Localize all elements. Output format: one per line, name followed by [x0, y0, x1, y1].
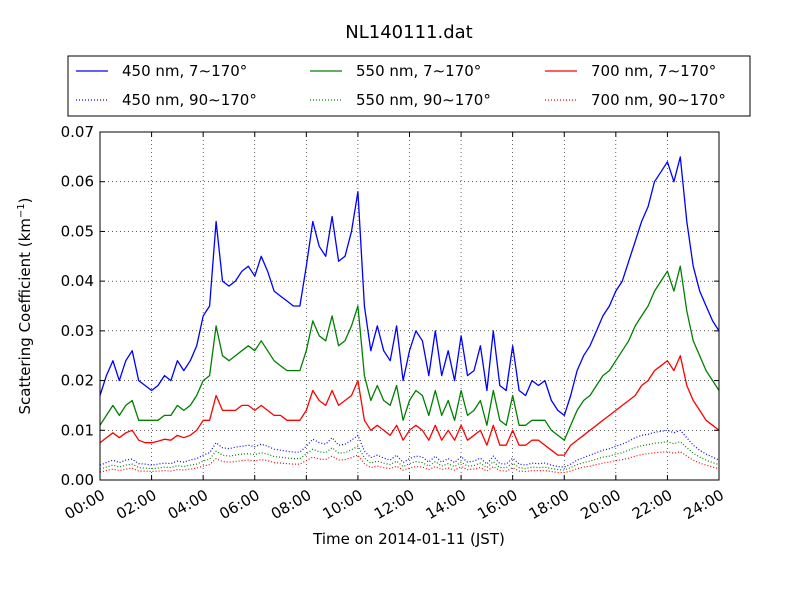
x-tick-label: 08:00	[268, 486, 314, 523]
tick-labels: 00:00 02:00 04:00 06:00 08:00 10:00 12:00 14:00…	[61, 123, 727, 523]
legend-label: 700 nm, 7∼170°	[591, 62, 716, 80]
series-line	[99, 265, 720, 441]
x-tick-label: 18:00	[526, 486, 572, 523]
plot-series	[99, 156, 720, 474]
series-line	[99, 441, 720, 471]
x-tick-label: 04:00	[165, 486, 211, 523]
x-tick-label: 00:00	[62, 486, 108, 523]
series-line	[99, 451, 720, 474]
y-tick-label: 0.02	[61, 372, 94, 390]
chart-title: NL140111.dat	[345, 22, 472, 43]
x-axis-label: Time on 2014-01-11 (JST)	[312, 530, 505, 548]
y-tick-label: 0.05	[61, 222, 94, 240]
axis-ticks	[99, 131, 720, 481]
x-tick-label: 02:00	[113, 486, 159, 523]
x-tick-label: 20:00	[577, 486, 623, 523]
y-tick-label: 0.04	[61, 272, 94, 290]
legend-label: 550 nm, 7∼170°	[356, 62, 481, 80]
legend: 450 nm, 7∼170° 550 nm, 7∼170° 700 nm, 7∼17…	[67, 55, 751, 117]
series-line	[99, 355, 720, 456]
series-line	[99, 156, 720, 417]
legend-box	[67, 55, 751, 117]
x-tick-label: 24:00	[681, 486, 727, 523]
legend-label: 550 nm, 90∼170°	[356, 91, 491, 109]
x-tick-label: 22:00	[629, 486, 675, 523]
y-axis-label-prefix: Scattering Coefficient (km	[16, 218, 34, 414]
grid	[100, 132, 719, 480]
legend-label: 450 nm, 90∼170°	[122, 91, 257, 109]
x-tick-label: 10:00	[319, 486, 365, 523]
y-tick-label: 0.03	[61, 322, 94, 340]
y-tick-label: 0.07	[61, 123, 94, 141]
y-axis-label-suffix: )	[16, 197, 34, 203]
y-axis-label: Scattering Coefficient (km−1)	[16, 197, 34, 414]
x-tick-label: 06:00	[216, 486, 262, 523]
y-tick-label: 0.06	[61, 173, 94, 191]
series-line	[99, 429, 720, 468]
y-tick-label: 0.01	[61, 421, 94, 439]
legend-label: 700 nm, 90∼170°	[591, 91, 726, 109]
x-tick-label: 12:00	[371, 486, 417, 523]
legend-label: 450 nm, 7∼170°	[122, 62, 247, 80]
y-tick-label: 0.00	[61, 471, 94, 489]
y-axis-label-sup: −1	[16, 203, 27, 218]
x-tick-label: 14:00	[423, 486, 469, 523]
x-tick-label: 16:00	[474, 486, 520, 523]
